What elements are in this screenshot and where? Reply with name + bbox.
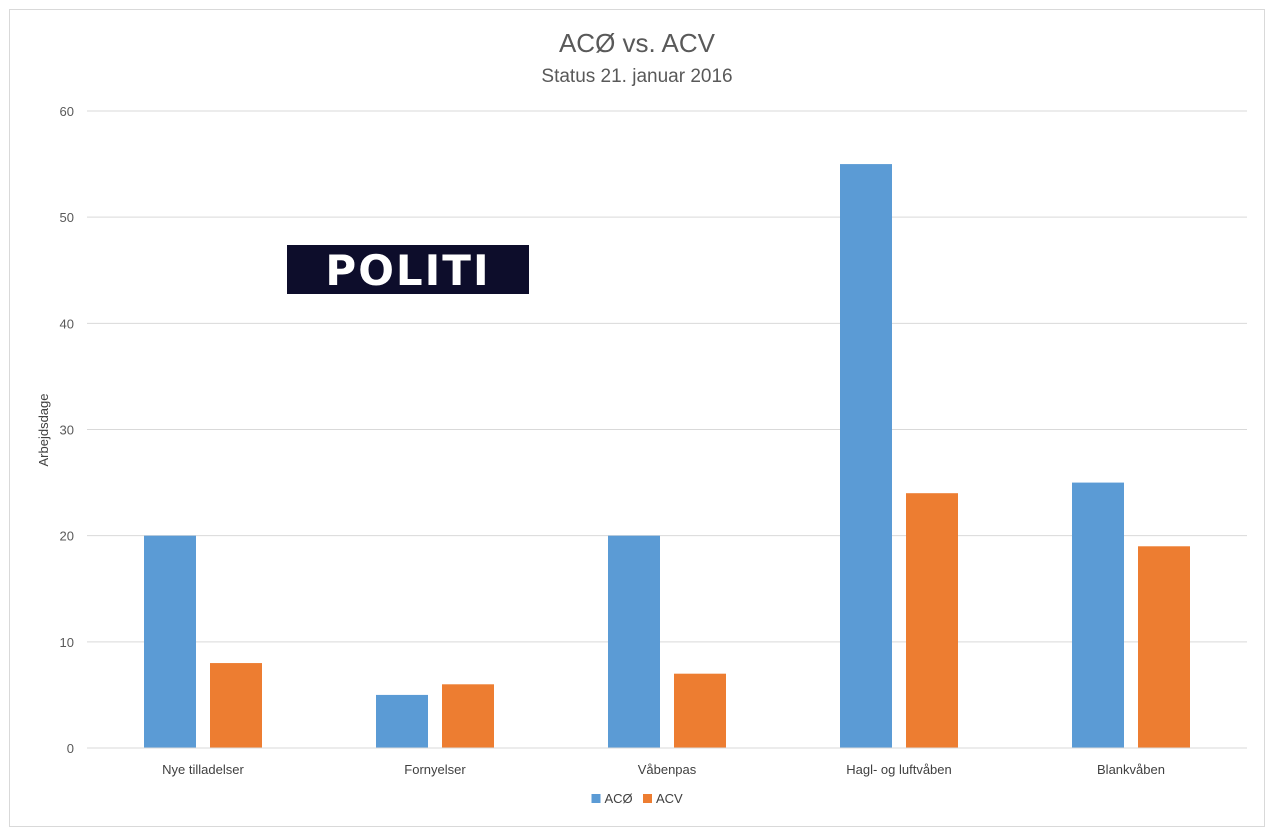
bar-acv-1 xyxy=(442,684,494,748)
bar-acø-4 xyxy=(1072,482,1124,748)
bar-acø-2 xyxy=(608,535,660,748)
x-category-label: Våbenpas xyxy=(638,762,697,777)
politi-logo-text: POLITI xyxy=(325,246,490,295)
bar-acv-2 xyxy=(674,673,726,748)
x-category-label: Blankvåben xyxy=(1097,762,1165,777)
legend: ACØ ACV xyxy=(591,791,683,806)
politi-logo: POLITI xyxy=(287,245,529,295)
y-tick-label: 20 xyxy=(60,529,74,544)
legend-swatch-acv xyxy=(643,794,652,803)
bar-acv-0 xyxy=(210,663,262,748)
politi-logo-background xyxy=(287,245,529,294)
x-category-label: Nye tilladelser xyxy=(162,762,244,777)
x-axis-categories: Nye tilladelser Fornyelser Våbenpas Hagl- o… xyxy=(162,762,1165,777)
legend-label: ACØ xyxy=(605,791,633,806)
chart-title: ACØ vs. ACV xyxy=(559,28,716,58)
y-tick-label: 40 xyxy=(60,316,74,331)
bar-acø-0 xyxy=(144,535,196,748)
y-tick-label: 30 xyxy=(60,423,74,438)
bars xyxy=(87,164,1247,749)
y-axis-title: Arbejdsdage xyxy=(36,394,51,467)
bar-acø-1 xyxy=(376,694,428,748)
chart-subtitle: Status 21. januar 2016 xyxy=(541,66,732,87)
y-tick-label: 60 xyxy=(60,104,74,119)
bar-acø-3 xyxy=(840,164,892,749)
x-category-label: Hagl- og luftvåben xyxy=(846,762,952,777)
bar-acv-4 xyxy=(1138,546,1190,748)
bar-acv-3 xyxy=(906,493,958,748)
y-tick-label: 10 xyxy=(60,635,74,650)
y-tick-label: 50 xyxy=(60,210,74,225)
legend-swatch-acø xyxy=(591,794,601,803)
y-tick-label: 0 xyxy=(67,741,74,756)
x-category-label: Fornyelser xyxy=(404,762,466,777)
legend-label: ACV xyxy=(656,791,683,806)
y-axis-ticks: 0 10 20 30 40 50 60 xyxy=(60,104,74,756)
